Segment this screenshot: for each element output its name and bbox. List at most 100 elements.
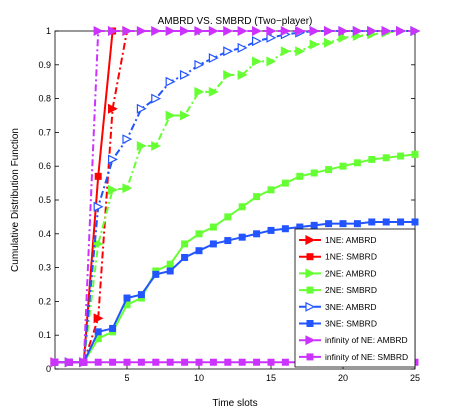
data-point: [165, 26, 176, 36]
x-tick-label: 20: [338, 373, 348, 383]
data-point: [381, 26, 392, 36]
y-tick-label: 0.4: [38, 229, 51, 239]
data-point: [224, 237, 232, 245]
data-point: [137, 358, 145, 366]
data-point: [151, 26, 162, 36]
data-point: [65, 358, 73, 366]
data-point: [151, 140, 162, 151]
data-point: [166, 267, 174, 275]
data-point: [310, 221, 318, 229]
data-point: [238, 203, 246, 211]
data-point: [324, 37, 334, 48]
legend-label: infinity of NE: AMBRD: [325, 335, 408, 345]
legend-item-3: 2NE: SMBRD: [299, 285, 377, 295]
data-point: [252, 26, 262, 36]
data-point: [80, 358, 88, 366]
y-axis-label: Cumulative Distribution Function: [10, 128, 21, 272]
y-tick-label: 0.9: [38, 60, 51, 70]
data-point: [122, 134, 133, 145]
data-point: [266, 32, 277, 43]
data-point: [411, 150, 419, 158]
legend-label: 2NE: AMBRD: [325, 268, 377, 278]
data-point: [136, 103, 147, 114]
data-point: [109, 324, 117, 332]
data-point: [94, 358, 102, 366]
x-axis-label: Time slots: [212, 398, 257, 409]
legend-marker: [306, 253, 314, 261]
data-point: [195, 358, 203, 366]
data-point: [253, 358, 261, 366]
legend-label: infinity of NE: SMBRD: [325, 352, 408, 362]
data-point: [339, 220, 347, 228]
data-point: [309, 26, 320, 36]
data-point: [195, 230, 203, 238]
data-point: [165, 76, 176, 87]
data-point: [237, 42, 248, 53]
legend-marker: [305, 268, 316, 279]
data-point: [136, 140, 147, 151]
series-2: [64, 26, 421, 368]
data-point: [253, 193, 261, 201]
legend-marker: [305, 235, 316, 245]
data-point: [253, 230, 261, 238]
chart-title: AMBRD VS. SMBRD (Two−player): [158, 16, 313, 27]
y-tick-label: 0.6: [38, 161, 51, 171]
legend-label: 3NE: SMBRD: [325, 319, 377, 329]
data-point: [296, 172, 304, 180]
data-point: [151, 93, 162, 104]
data-point: [136, 26, 147, 36]
data-point: [180, 26, 190, 36]
data-point: [208, 86, 219, 97]
x-tick-label: 5: [124, 373, 129, 383]
data-point: [281, 358, 289, 366]
data-point: [224, 358, 232, 366]
legend-item-1: 1NE: SMBRD: [299, 252, 377, 262]
data-point: [280, 26, 291, 36]
data-point: [93, 313, 104, 324]
y-tick-label: 0.8: [38, 94, 51, 104]
data-point: [223, 26, 234, 36]
legend-marker: [306, 286, 314, 294]
legend-item-4: 3NE: AMBRD: [299, 302, 377, 312]
data-point: [122, 26, 133, 36]
legend-label: 2NE: SMBRD: [325, 285, 377, 295]
data-point: [280, 46, 291, 57]
legend-label: 1NE: SMBRD: [325, 252, 377, 262]
data-point: [339, 162, 347, 170]
data-point: [93, 26, 104, 36]
data-point: [238, 233, 246, 241]
data-point: [295, 46, 306, 57]
data-point: [338, 26, 349, 36]
data-point: [194, 26, 205, 36]
data-point: [396, 26, 406, 36]
data-point: [109, 358, 117, 366]
data-point: [165, 110, 176, 121]
data-point: [94, 172, 102, 180]
legend-item-0: 1NE: AMBRD: [299, 235, 377, 245]
data-point: [267, 358, 275, 366]
legend-marker: [306, 320, 314, 327]
data-point: [309, 39, 320, 50]
data-point: [166, 358, 174, 366]
data-point: [181, 358, 189, 366]
data-point: [180, 110, 190, 121]
plot-series: [50, 26, 421, 368]
data-point: [209, 240, 217, 248]
data-point: [266, 26, 277, 36]
data-point: [195, 247, 203, 255]
x-tick-label: 25: [410, 373, 420, 383]
data-point: [325, 220, 333, 228]
data-point: [237, 69, 248, 80]
legend-box: [294, 228, 416, 368]
legend-marker: [305, 301, 316, 312]
data-point: [410, 26, 421, 36]
y-tick-label: 0.1: [38, 330, 51, 340]
data-point: [181, 253, 189, 261]
data-point: [237, 26, 248, 36]
data-point: [93, 201, 104, 212]
data-point: [267, 226, 275, 234]
data-point: [252, 36, 262, 47]
data-point: [122, 183, 133, 194]
legend-label: 1NE: AMBRD: [325, 235, 377, 245]
